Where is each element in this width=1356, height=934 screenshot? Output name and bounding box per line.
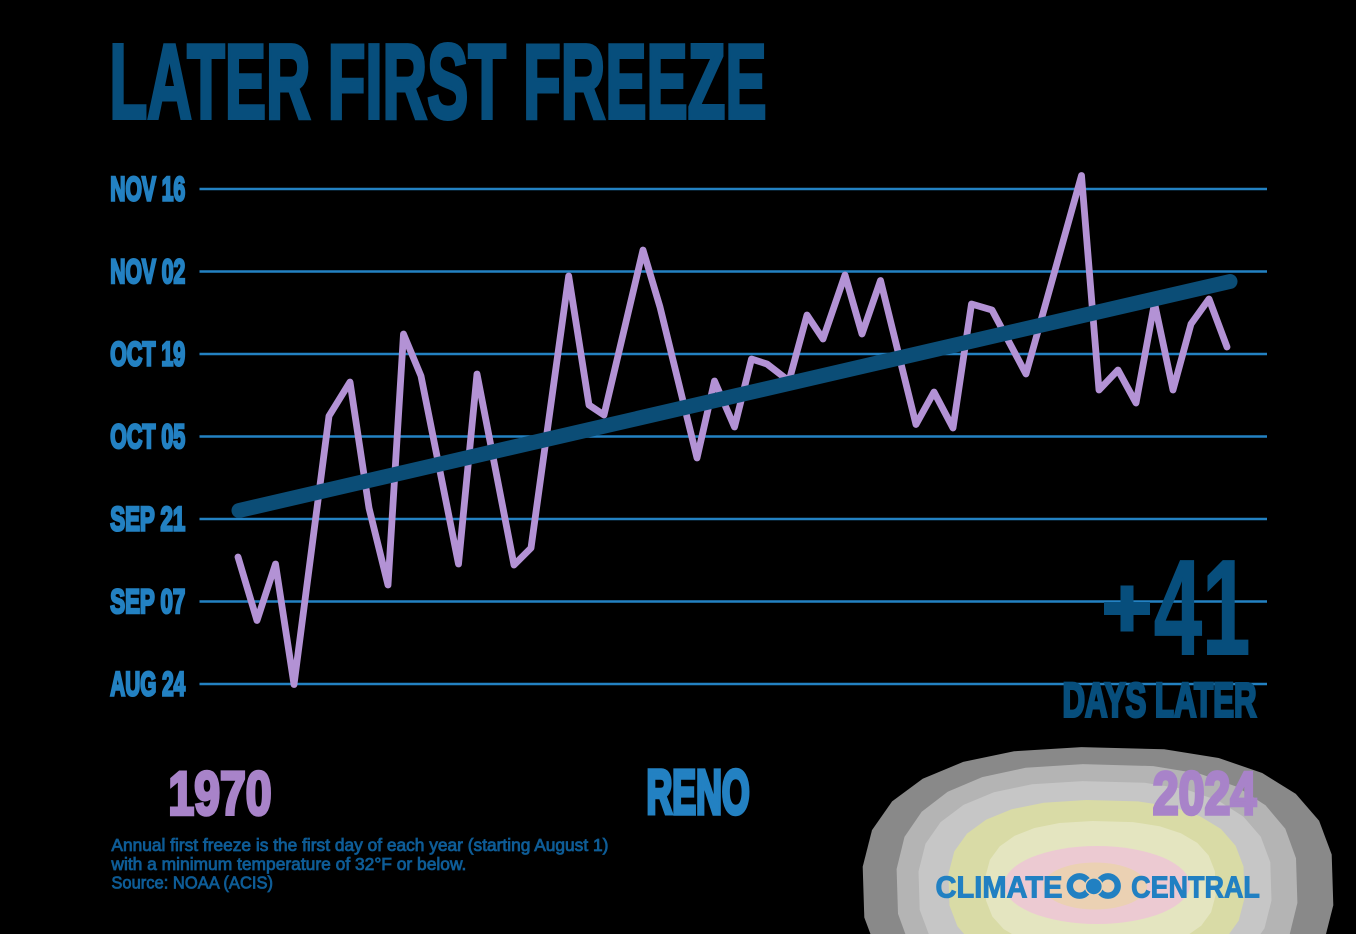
svg-text:NOV 16: NOV 16 [110, 171, 185, 209]
svg-text:AUG 24: AUG 24 [110, 666, 185, 704]
svg-text:1970: 1970 [168, 760, 271, 828]
svg-text:41: 41 [1154, 531, 1251, 683]
svg-text:OCT 19: OCT 19 [110, 336, 185, 374]
svg-text:2024: 2024 [1153, 760, 1257, 827]
svg-text:OCT 05: OCT 05 [110, 418, 185, 456]
svg-text:DAYS LATER: DAYS LATER [1063, 675, 1257, 728]
svg-text:NOV 02: NOV 02 [110, 253, 185, 291]
svg-text:Source: NOAA (ACIS): Source: NOAA (ACIS) [111, 873, 273, 893]
svg-text:SEP 07: SEP 07 [110, 583, 185, 621]
svg-text:with a minimum temperature of: with a minimum temperature of 32°F or be… [110, 854, 466, 874]
svg-text:LATER FIRST FREEZE: LATER FIRST FREEZE [110, 23, 767, 141]
svg-text:Annual first freeze is the fir: Annual first freeze is the first day of … [111, 835, 608, 855]
svg-text:CENTRAL: CENTRAL [1131, 871, 1260, 905]
svg-text:CLIMATE: CLIMATE [936, 871, 1063, 905]
svg-text:RENO: RENO [647, 758, 750, 827]
svg-text:SEP 21: SEP 21 [110, 501, 185, 539]
